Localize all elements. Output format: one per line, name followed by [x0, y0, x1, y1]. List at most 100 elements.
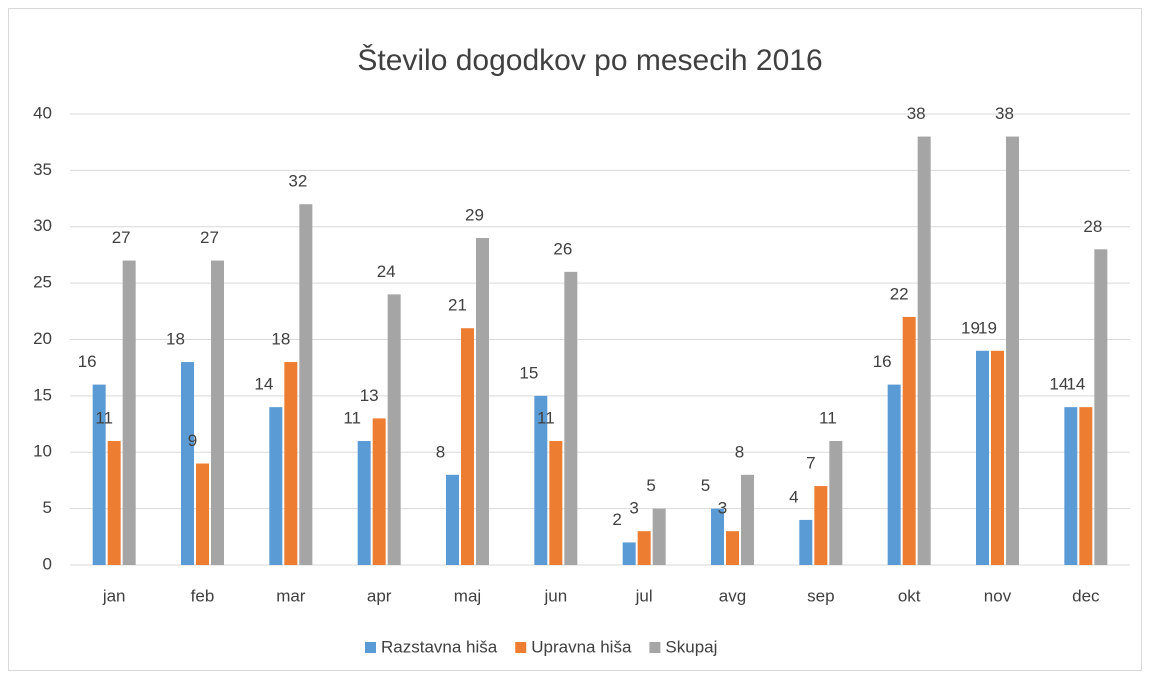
x-tick-label: apr — [367, 586, 392, 605]
y-tick-label: 40 — [33, 103, 52, 122]
data-label: 14 — [1049, 375, 1068, 394]
bar — [799, 519, 813, 565]
x-tick-label: okt — [898, 586, 921, 605]
bar — [372, 418, 386, 565]
data-label: 3 — [629, 499, 638, 518]
data-label: 4 — [789, 487, 798, 506]
data-label: 11 — [343, 408, 361, 427]
data-label: 38 — [907, 104, 926, 123]
legend-label: Razstavna hiša — [381, 637, 498, 656]
bar — [461, 328, 474, 565]
data-label: 28 — [1083, 217, 1102, 236]
x-tick-label: sep — [807, 586, 834, 605]
data-label: 21 — [448, 296, 467, 315]
y-tick-label: 10 — [33, 442, 52, 461]
data-label: 2 — [612, 510, 621, 529]
bar — [711, 508, 724, 565]
data-label: 29 — [465, 206, 484, 225]
bar — [269, 407, 283, 565]
bar — [726, 531, 739, 565]
y-tick-label: 5 — [43, 498, 52, 517]
bar — [1006, 136, 1019, 566]
data-label: 32 — [288, 172, 307, 191]
data-label: 26 — [553, 239, 572, 258]
x-tick-label: avg — [719, 586, 746, 605]
bar — [564, 271, 578, 565]
bar — [917, 136, 931, 566]
legend-label: Skupaj — [665, 637, 717, 656]
data-label: 3 — [718, 499, 727, 518]
bar — [357, 440, 371, 565]
y-tick-label: 15 — [33, 385, 52, 404]
y-tick-label: 30 — [33, 216, 52, 235]
x-tick-label: jul — [635, 586, 653, 605]
data-label: 22 — [890, 284, 909, 303]
data-label: 11 — [819, 408, 837, 427]
bar — [814, 486, 828, 565]
data-label: 19 — [961, 318, 980, 337]
bar — [476, 238, 489, 565]
bar — [122, 260, 136, 565]
x-tick-label: jun — [543, 586, 567, 605]
data-label: 9 — [188, 431, 197, 450]
data-label: 16 — [78, 352, 97, 371]
bar — [829, 440, 843, 565]
bar — [902, 316, 916, 565]
data-label: 13 — [360, 386, 379, 405]
data-label: 16 — [873, 352, 892, 371]
bar — [637, 531, 651, 565]
x-tick-label: maj — [454, 586, 481, 605]
data-label: 5 — [701, 476, 710, 495]
bar — [1079, 407, 1093, 565]
x-tick-label: mar — [276, 586, 306, 605]
x-tick-label: feb — [191, 586, 215, 605]
bar — [549, 440, 563, 565]
data-label: 8 — [735, 442, 744, 461]
bar — [1064, 407, 1078, 565]
legend-swatch — [649, 642, 661, 653]
y-tick-label: 0 — [43, 554, 52, 573]
x-tick-label: jan — [102, 586, 126, 605]
data-label: 11 — [537, 408, 555, 427]
bar — [92, 384, 106, 565]
data-label: 14 — [254, 375, 273, 394]
legend-swatch — [365, 642, 376, 653]
bar — [211, 260, 224, 565]
data-label: 18 — [166, 330, 185, 349]
x-tick-label: nov — [984, 586, 1012, 605]
bar — [107, 440, 121, 565]
data-label: 7 — [806, 454, 815, 473]
bar — [299, 204, 313, 565]
y-tick-label: 20 — [33, 329, 52, 348]
y-tick-label: 35 — [33, 160, 52, 179]
data-label: 11 — [95, 408, 113, 427]
bar — [976, 350, 989, 565]
legend-swatch — [515, 642, 527, 653]
x-tick-label: dec — [1072, 586, 1100, 605]
data-label: 27 — [200, 228, 219, 247]
data-label: 5 — [646, 476, 655, 495]
bar — [387, 294, 401, 565]
data-label: 15 — [519, 363, 538, 382]
data-label: 8 — [436, 442, 445, 461]
bar — [181, 362, 194, 565]
bar — [622, 542, 636, 565]
data-label: 27 — [112, 228, 131, 247]
data-label: 18 — [271, 330, 290, 349]
data-label: 19 — [978, 318, 997, 337]
bar — [991, 350, 1004, 565]
bar — [284, 362, 298, 565]
bar — [652, 508, 666, 565]
chart-title: Število dogodkov po mesecih 2016 — [357, 43, 822, 77]
bar — [534, 395, 548, 565]
bar — [196, 463, 209, 565]
data-label: 24 — [377, 262, 396, 281]
bar — [446, 474, 459, 565]
y-tick-label: 25 — [33, 273, 52, 292]
legend-label: Upravna hiša — [531, 637, 632, 656]
data-label: 38 — [995, 104, 1014, 123]
data-label: 14 — [1066, 375, 1085, 394]
bar — [741, 474, 754, 565]
bar — [887, 384, 901, 565]
